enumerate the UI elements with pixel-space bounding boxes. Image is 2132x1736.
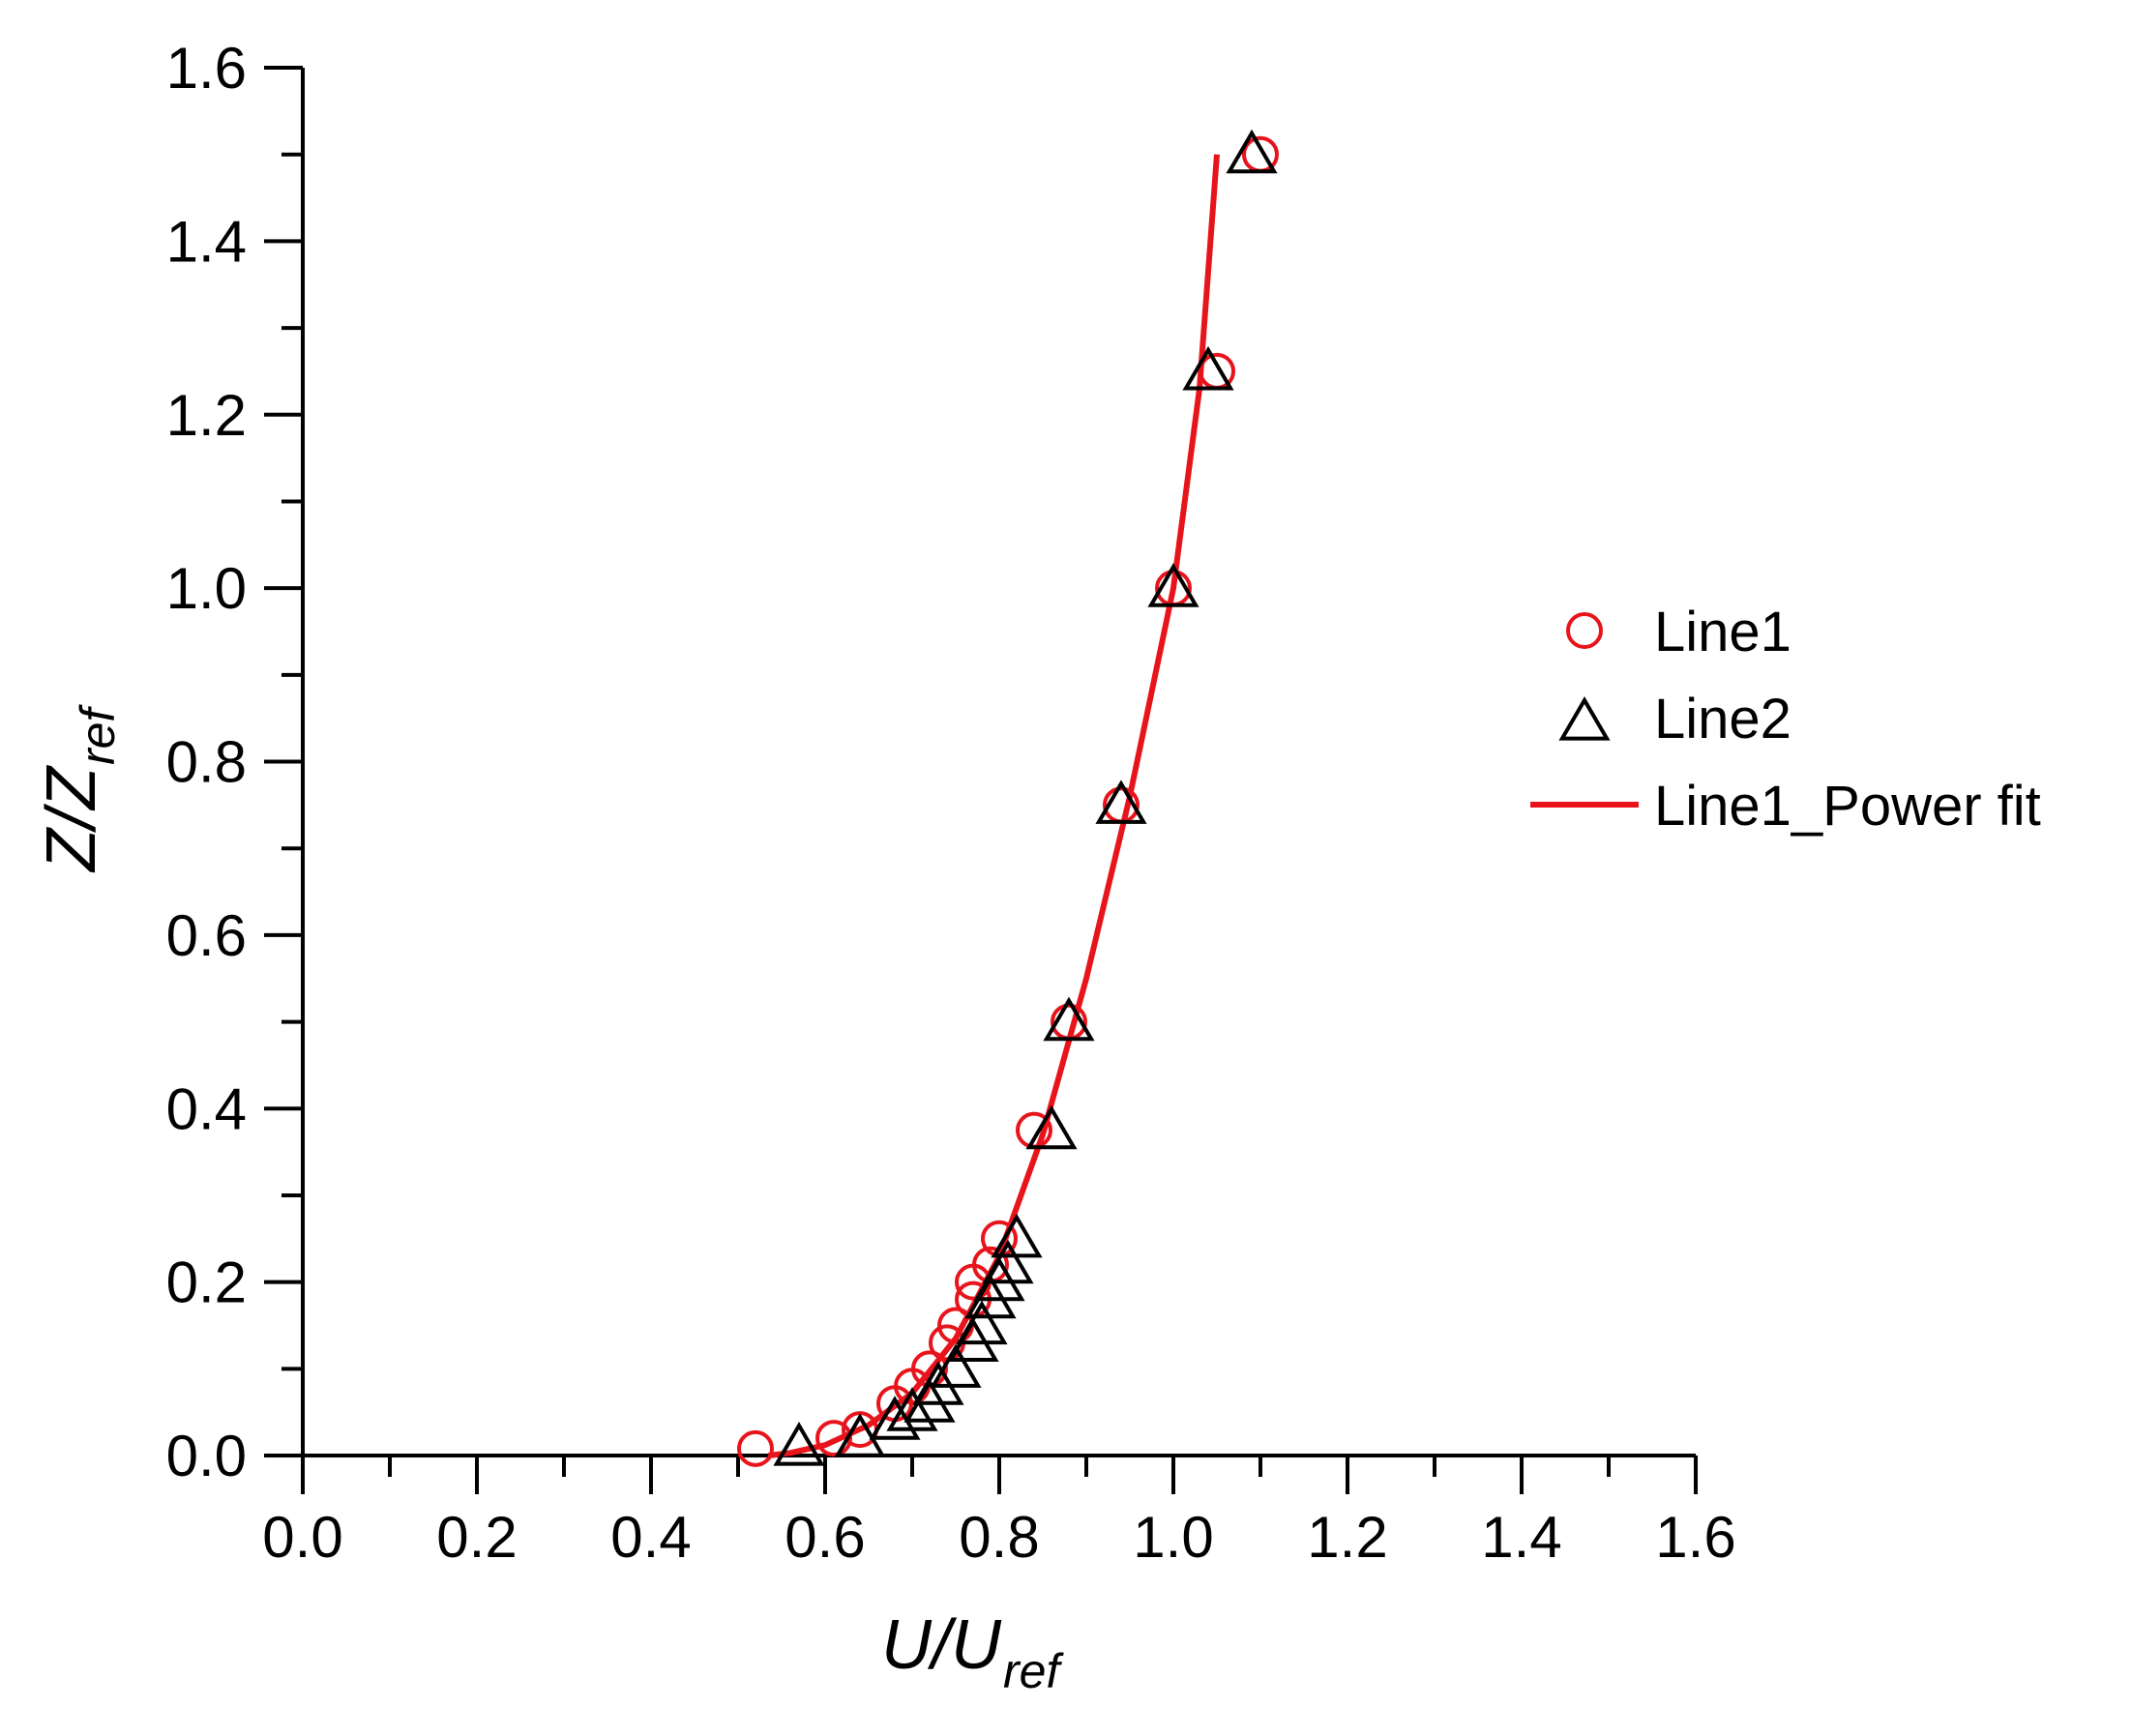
- line2-point: [869, 1396, 921, 1440]
- y-axis-title-subscript: ref: [71, 704, 125, 765]
- x-tick-label: 1.0: [1133, 1505, 1213, 1570]
- line2-point: [930, 1343, 982, 1388]
- y-tick-label: 1.6: [166, 36, 247, 101]
- markers-group: [737, 129, 1279, 1467]
- y-tick-label: 0.2: [166, 1251, 247, 1315]
- line2-point: [1043, 996, 1095, 1042]
- y-axis-title: Z/Z: [33, 765, 110, 873]
- x-tick-label: 0.6: [785, 1505, 865, 1570]
- y-tick-label: 0.4: [166, 1076, 247, 1141]
- line2-point: [956, 1300, 1008, 1345]
- y-tick-label: 1.2: [166, 383, 247, 448]
- y-tick-label: 1.0: [166, 556, 247, 621]
- line2-point: [1147, 563, 1199, 607]
- axes-group: 0.0 0.2 0.4 0.6 0.8 1.0 1.2 1.4 1.6 0.0 0.2 0.4 0.6 0…: [166, 36, 1736, 1570]
- x-tick-label: 0.4: [610, 1505, 691, 1570]
- line2-point: [1182, 345, 1234, 391]
- legend-label: Line2: [1654, 688, 1791, 750]
- line2-point: [773, 1422, 825, 1466]
- line2-point: [1025, 1104, 1078, 1150]
- y-tick-label: 0.8: [166, 730, 247, 795]
- x-axis-title-subscript: ref: [1003, 1644, 1064, 1698]
- x-tick-label: 1.6: [1655, 1505, 1735, 1570]
- line2-point: [982, 1239, 1034, 1284]
- legend-label: Line1_Power fit: [1654, 775, 2041, 838]
- y-tick-label: 0.0: [166, 1424, 247, 1488]
- fit-line-group: [768, 154, 1220, 1458]
- line2-point: [991, 1213, 1043, 1258]
- x-tick-label: 0.2: [436, 1505, 517, 1570]
- legend-label: Line1: [1654, 601, 1791, 663]
- y-tick-label: 1.4: [166, 209, 247, 274]
- line2-point: [834, 1413, 886, 1457]
- series-line1-power-fit-line: [768, 154, 1220, 1458]
- x-tick-label: 1.4: [1481, 1505, 1561, 1570]
- line2-point: [1095, 780, 1147, 824]
- legend: Line1 Line2 Line1_Power fit: [1530, 601, 2041, 838]
- line1-point: [815, 1420, 852, 1457]
- y-tick-label: 0.6: [166, 903, 247, 968]
- x-tick-label: 1.2: [1307, 1505, 1387, 1570]
- line2-point: [886, 1387, 938, 1431]
- x-axis-title: U/U: [881, 1606, 1002, 1684]
- line1-point: [737, 1429, 774, 1467]
- line2-point: [1226, 129, 1278, 174]
- x-tick-label: 0.8: [959, 1505, 1039, 1570]
- x-tick-label: 0.0: [262, 1505, 342, 1570]
- legend-marker-line2: [1558, 696, 1611, 741]
- y-axis-title-group: Z/Z ref: [33, 704, 125, 873]
- legend-marker-line1: [1566, 612, 1603, 649]
